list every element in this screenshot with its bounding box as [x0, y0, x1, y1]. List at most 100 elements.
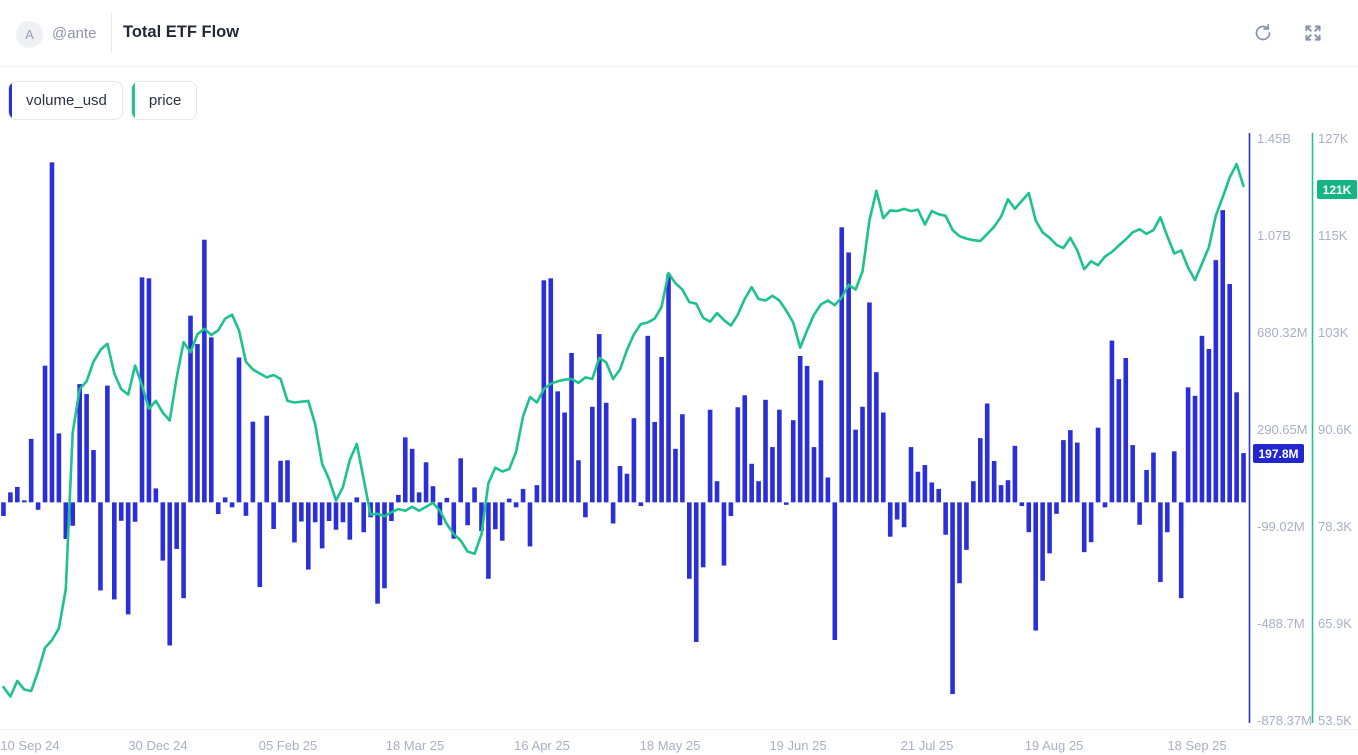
volume-bar[interactable] — [874, 372, 879, 503]
volume-bar[interactable] — [354, 497, 360, 503]
volume-bar[interactable] — [590, 406, 595, 503]
volume-bar[interactable] — [583, 502, 588, 518]
volume-bar[interactable] — [867, 302, 872, 503]
volume-bar[interactable] — [1151, 452, 1156, 503]
volume-bar[interactable] — [416, 492, 422, 503]
volume-bar[interactable] — [1054, 502, 1059, 514]
volume-bar[interactable] — [1178, 502, 1184, 599]
volume-bar[interactable] — [264, 415, 270, 503]
volume-bar[interactable] — [285, 460, 290, 503]
volume-bar[interactable] — [1, 502, 6, 517]
volume-bar[interactable] — [527, 502, 533, 547]
volume-bar[interactable] — [1109, 340, 1115, 503]
volume-bar[interactable] — [929, 482, 935, 503]
volume-bar[interactable] — [846, 252, 851, 503]
volume-bar[interactable] — [465, 502, 470, 526]
volume-bar[interactable] — [617, 466, 623, 503]
volume-bar[interactable] — [596, 334, 602, 503]
volume-bar[interactable] — [915, 471, 921, 503]
volume-bar[interactable] — [499, 502, 505, 541]
volume-bar[interactable] — [1199, 335, 1205, 503]
volume-bar[interactable] — [1144, 469, 1149, 503]
volume-bar[interactable] — [804, 365, 810, 503]
volume-bar[interactable] — [305, 502, 311, 570]
volume-bar[interactable] — [1095, 427, 1101, 503]
volume-bar[interactable] — [21, 500, 27, 503]
volume-bar[interactable] — [1227, 284, 1232, 503]
volume-bar[interactable] — [160, 502, 166, 561]
volume-bar[interactable] — [964, 502, 969, 550]
volume-bar[interactable] — [91, 450, 96, 503]
volume-bar[interactable] — [209, 337, 214, 503]
volume-bar[interactable] — [707, 409, 713, 503]
volume-bar[interactable] — [1102, 502, 1108, 508]
volume-bar[interactable] — [728, 502, 734, 517]
volume-bar[interactable] — [430, 486, 436, 503]
volume-bar[interactable] — [839, 227, 845, 503]
volume-bar[interactable] — [860, 406, 865, 503]
volume-bar[interactable] — [451, 502, 457, 539]
volume-bar[interactable] — [202, 239, 207, 503]
volume-bar[interactable] — [222, 497, 228, 503]
volume-bar[interactable] — [1158, 502, 1163, 583]
volume-bar[interactable] — [1213, 260, 1219, 503]
volume-bar[interactable] — [693, 502, 699, 642]
volume-bar[interactable] — [1137, 502, 1142, 525]
volume-bar[interactable] — [887, 502, 893, 537]
volume-bar[interactable] — [1206, 349, 1212, 503]
volume-bar[interactable] — [562, 412, 567, 503]
volume-bar[interactable] — [721, 502, 727, 566]
volume-bar[interactable] — [790, 420, 796, 503]
volume-bar[interactable] — [472, 487, 477, 503]
volume-bar[interactable] — [396, 494, 401, 503]
volume-bar[interactable] — [777, 409, 782, 503]
volume-bar[interactable] — [770, 447, 775, 503]
volume-bar[interactable] — [984, 403, 990, 503]
volume-bar[interactable] — [624, 473, 630, 503]
volume-bar[interactable] — [880, 412, 886, 503]
volume-bar[interactable] — [652, 421, 657, 503]
volume-bar[interactable] — [146, 278, 152, 503]
volume-bar[interactable] — [63, 502, 69, 539]
volume-bar[interactable] — [132, 502, 138, 522]
volume-bar[interactable] — [402, 437, 408, 503]
volume-bar[interactable] — [375, 502, 380, 604]
volume-bar[interactable] — [409, 448, 415, 503]
volume-bar[interactable] — [153, 488, 159, 503]
volume-bar[interactable] — [797, 355, 803, 503]
volume-bar[interactable] — [326, 502, 332, 522]
volume-bar[interactable] — [299, 502, 304, 522]
volume-bar[interactable] — [700, 502, 706, 568]
volume-bar[interactable] — [486, 502, 491, 579]
volume-bar[interactable] — [319, 502, 325, 549]
volume-bar[interactable] — [382, 502, 387, 589]
volume-bar[interactable] — [957, 502, 962, 584]
volume-bar[interactable] — [215, 502, 221, 515]
volume-bar[interactable] — [513, 502, 519, 508]
volume-bar[interactable] — [167, 502, 173, 646]
volume-bar[interactable] — [195, 344, 200, 503]
refresh-button[interactable] — [1250, 21, 1276, 47]
volume-bar[interactable] — [292, 502, 297, 543]
volume-bar[interactable] — [853, 429, 858, 503]
volume-bar[interactable] — [666, 274, 671, 503]
volume-bar[interactable] — [749, 463, 754, 503]
volume-bar[interactable] — [1040, 502, 1045, 581]
volume-bar[interactable] — [35, 502, 41, 510]
volume-bar[interactable] — [49, 162, 55, 503]
volume-bar[interactable] — [1220, 210, 1226, 503]
volume-bar[interactable] — [569, 353, 574, 503]
volume-bar[interactable] — [42, 365, 48, 503]
volume-bar[interactable] — [118, 502, 124, 521]
volume-bar[interactable] — [894, 502, 900, 520]
volume-bar[interactable] — [659, 356, 664, 503]
volume-bar[interactable] — [576, 460, 581, 503]
volume-bar[interactable] — [555, 391, 560, 503]
volume-bar[interactable] — [687, 502, 692, 579]
volume-bar[interactable] — [84, 394, 89, 503]
volume-bar[interactable] — [278, 460, 283, 503]
volume-bar[interactable] — [943, 502, 948, 535]
username[interactable]: @ante — [52, 25, 97, 42]
volume-bar[interactable] — [437, 502, 443, 526]
volume-bar[interactable] — [423, 462, 429, 503]
